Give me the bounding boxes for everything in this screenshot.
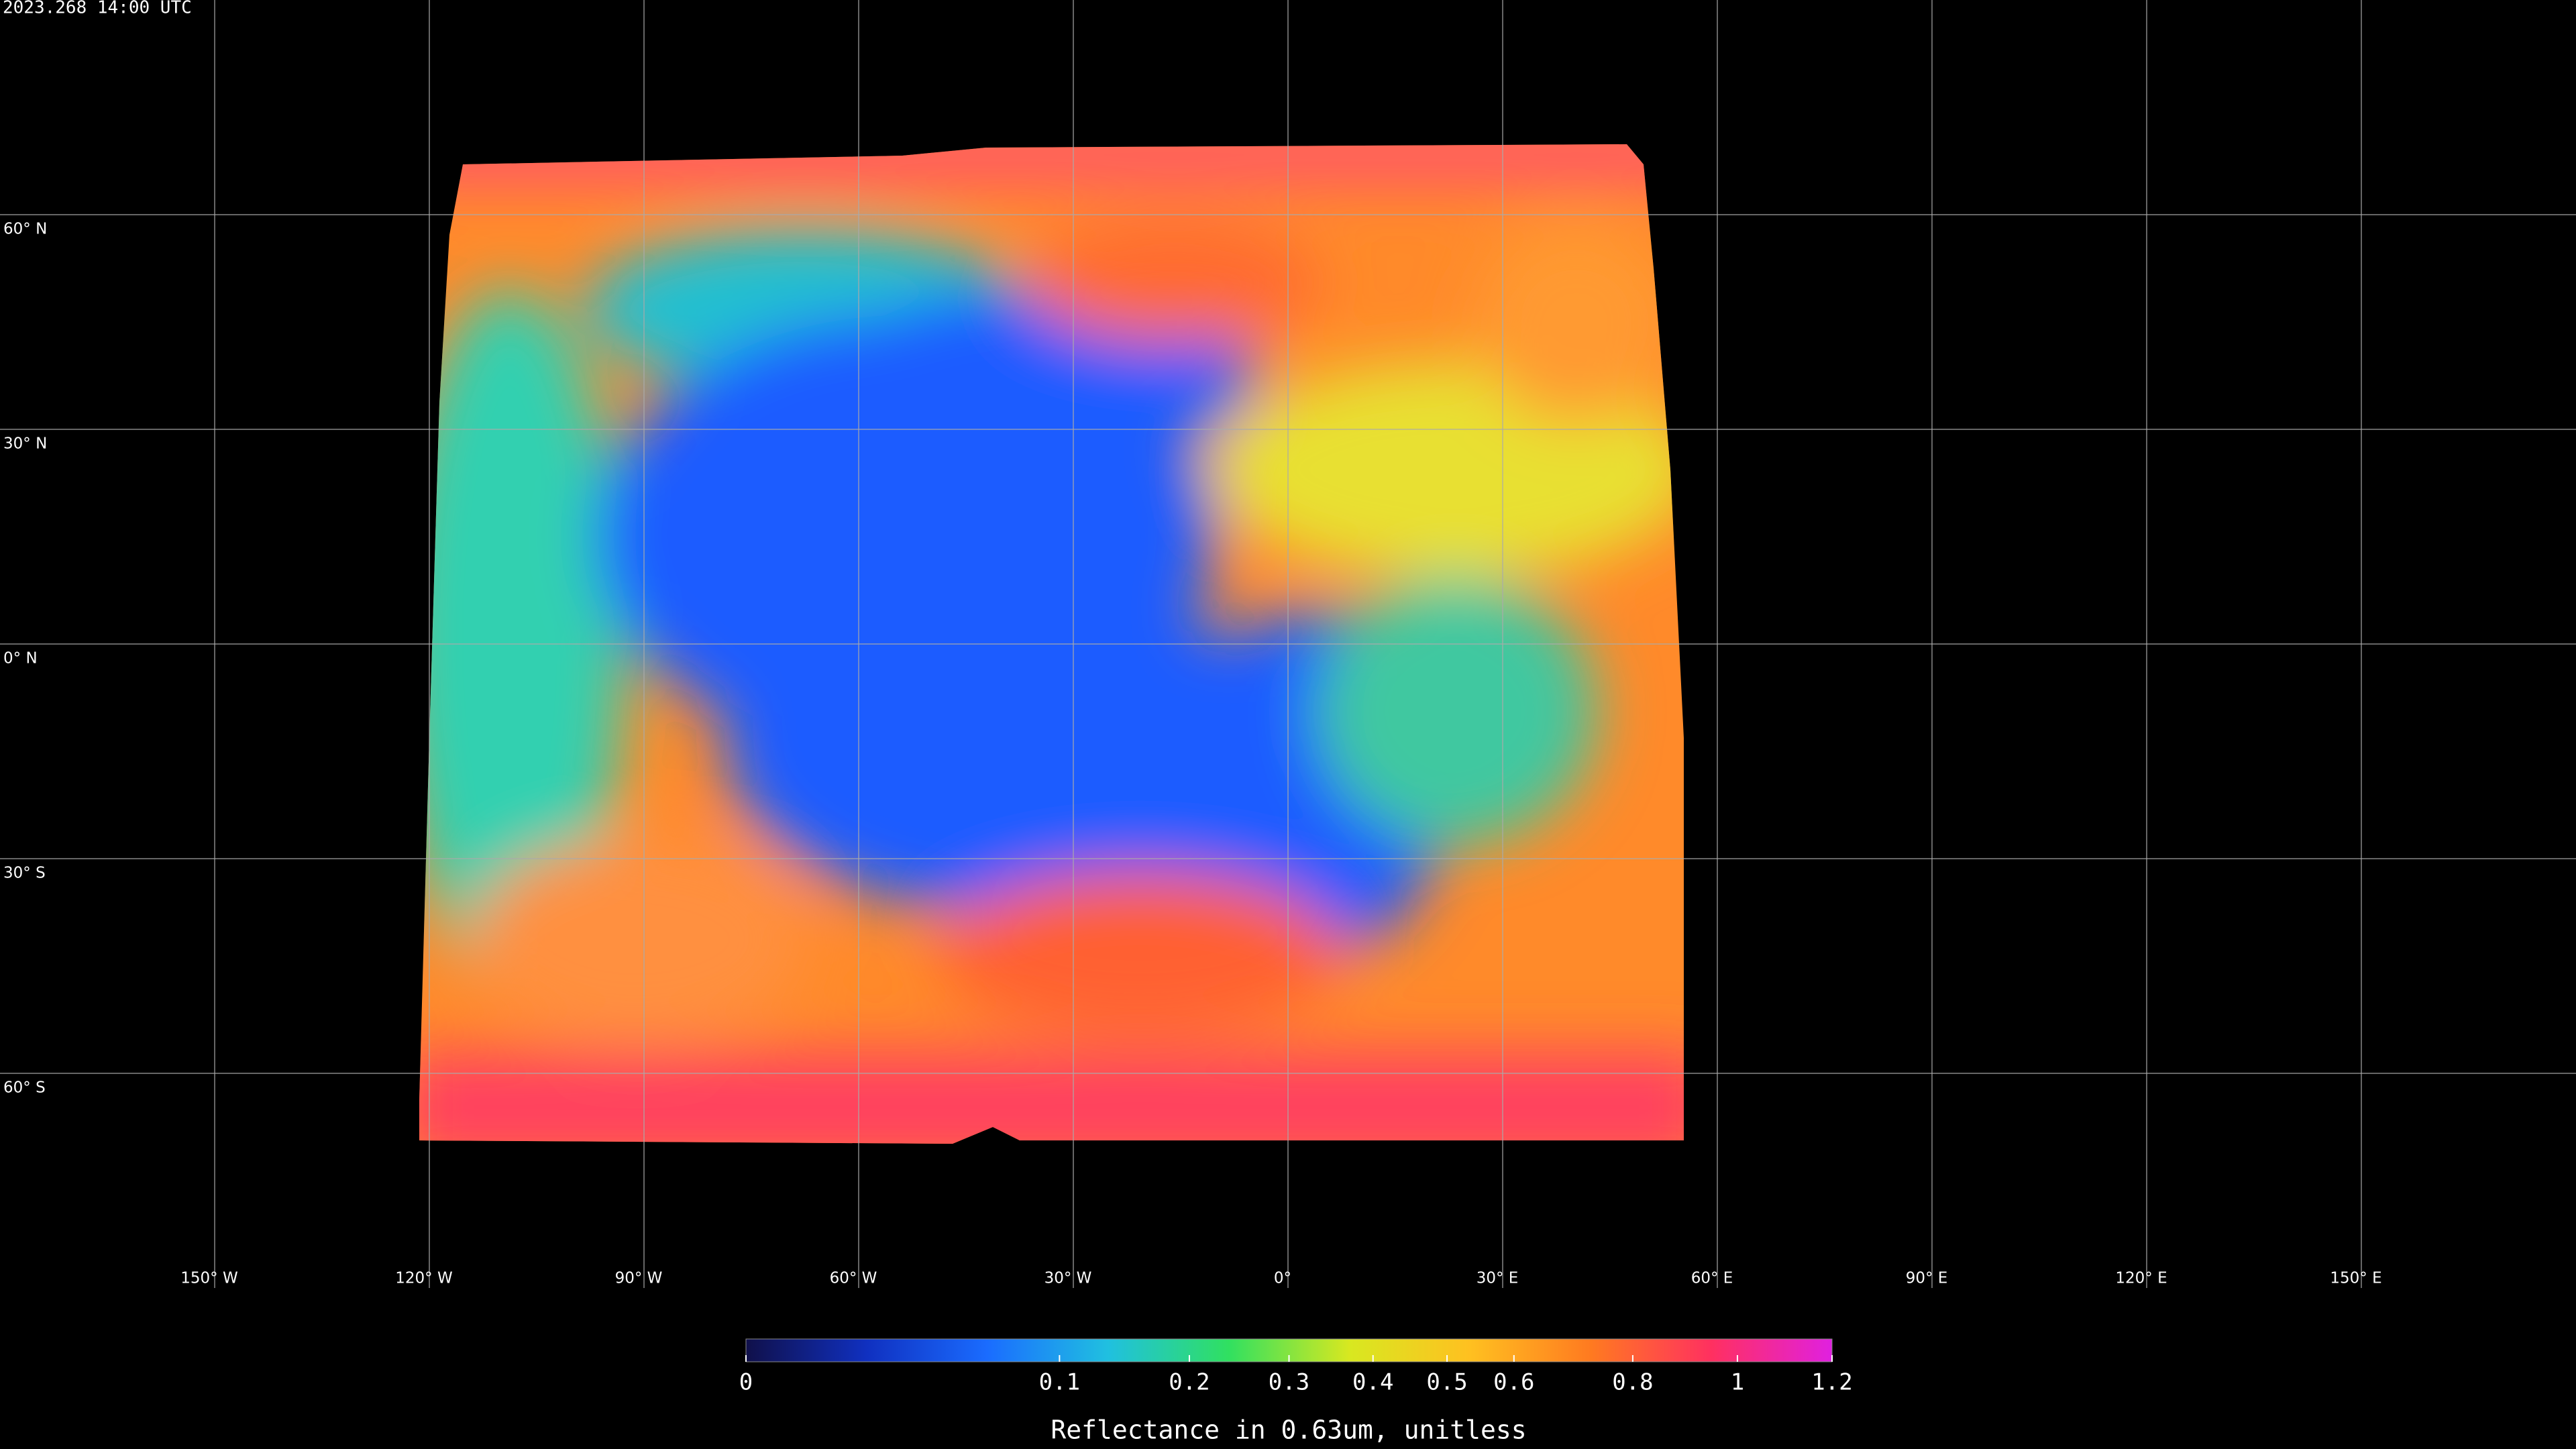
longitude-label: 90° E [1906, 1270, 1948, 1287]
colorbar-label: Reflectance in 0.63um, unitless [1051, 1415, 1526, 1445]
timestamp: 2023.268 14:00 UTC [3, 0, 192, 18]
colorbar-tick-label: 0.2 [1169, 1369, 1210, 1396]
longitude-label: 120° W [395, 1270, 452, 1287]
colorbar-tick-label: 1 [1731, 1369, 1744, 1396]
colorbar-tick-label: 0.1 [1039, 1369, 1080, 1396]
colorbar-tick-label: 0.3 [1269, 1369, 1309, 1396]
colorbar-tick-label: 0.6 [1493, 1369, 1534, 1396]
longitude-label: 120° E [2115, 1270, 2167, 1287]
latitude-label: 30° N [3, 435, 47, 453]
longitude-label: 0° [1274, 1270, 1291, 1287]
colorbar-tick-label: 0.4 [1352, 1369, 1393, 1396]
colorbar-tick-label: 1.2 [1811, 1369, 1852, 1396]
colorbar-tick-label: 0.8 [1612, 1369, 1653, 1396]
longitude-label: 60° E [1691, 1270, 1733, 1287]
longitude-label: 150° W [180, 1270, 237, 1287]
longitude-label: 90° W [615, 1270, 663, 1287]
colorbar-tick-label: 0 [739, 1369, 753, 1396]
latitude-label: 30° S [3, 865, 46, 882]
graticule [0, 0, 2576, 1288]
longitude-label: 30° E [1477, 1270, 1519, 1287]
longitude-label: 60° W [830, 1270, 877, 1287]
longitude-label: 30° W [1044, 1270, 1092, 1287]
latitude-label: 60° N [3, 221, 47, 238]
colorbar-tick-label: 0.5 [1426, 1369, 1467, 1396]
latitude-label: 60° S [3, 1079, 46, 1097]
longitude-label: 150° E [2330, 1270, 2381, 1287]
latitude-label: 0° N [3, 650, 38, 667]
